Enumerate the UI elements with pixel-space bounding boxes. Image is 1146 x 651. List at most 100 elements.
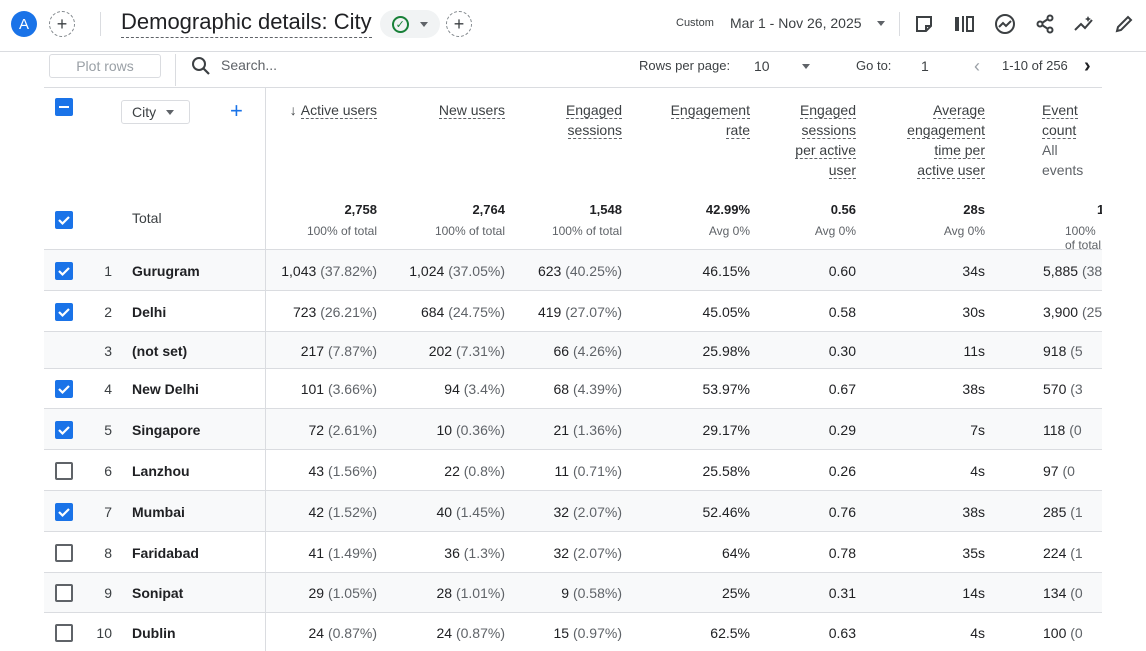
date-chevron-down-icon[interactable] xyxy=(877,21,885,26)
row-checkbox[interactable] xyxy=(55,544,73,562)
cell-avg_time: 4s xyxy=(970,625,985,641)
rows-per-page-chevron-icon[interactable] xyxy=(802,64,810,69)
date-range-picker[interactable]: Mar 1 - Nov 26, 2025 xyxy=(730,15,862,31)
page-range: 1-10 of 256 xyxy=(1002,58,1068,73)
table-row[interactable]: 3 (not set) 217 (7.87%) 202 (7.31%) 66 (4.26… xyxy=(44,331,1102,368)
city-name[interactable]: (not set) xyxy=(132,343,188,359)
account-avatar[interactable]: A xyxy=(11,11,37,37)
goto-label: Go to: xyxy=(856,58,892,73)
total-subtext: 100% of total xyxy=(306,224,377,238)
city-name[interactable]: Dublin xyxy=(132,625,176,641)
column-header-sessions_per_user[interactable]: Engaged sessions per active user xyxy=(766,100,856,180)
row-checkbox[interactable] xyxy=(55,421,73,439)
city-name[interactable]: Gurugram xyxy=(132,263,200,279)
cell-engagement_rate: 46.15% xyxy=(702,263,750,279)
cell-value: 9 xyxy=(561,585,573,601)
insights-icon[interactable] xyxy=(993,12,1017,36)
add-report-button[interactable]: + xyxy=(446,11,472,37)
total-value: 28s xyxy=(963,202,985,217)
row-checkbox[interactable] xyxy=(55,584,73,602)
cell-value: 97 xyxy=(1043,463,1063,479)
cell-event_count: 285 (1 xyxy=(1043,504,1102,520)
cell-engagement_rate: 29.17% xyxy=(702,422,750,438)
date-preset-label: Custom xyxy=(676,17,714,29)
table-row[interactable]: 2 Delhi 723 (26.21%) 684 (24.75%) 419 (27.07… xyxy=(44,290,1102,331)
sort-descending-icon: ↓ xyxy=(289,102,297,118)
compare-icon[interactable] xyxy=(952,12,976,36)
cell-percent: (4.26%) xyxy=(572,343,622,359)
table-toolbar: Plot rows Search... Rows per page: 10 Go… xyxy=(44,54,1102,86)
table-row[interactable]: 7 Mumbai 42 (1.52%) 40 (1.45%) 32 (2.07%) 52.… xyxy=(44,490,1102,531)
table-row[interactable]: 5 Singapore 72 (2.61%) 10 (0.36%) 21 (1.36%)… xyxy=(44,408,1102,449)
column-header-engaged_sessions[interactable]: Engaged sessions xyxy=(522,100,622,140)
search-input[interactable]: Search... xyxy=(221,57,278,73)
cell-value: 41 xyxy=(308,545,328,561)
city-name[interactable]: Lanzhou xyxy=(132,463,190,479)
column-header-engagement_rate[interactable]: Engagement rate xyxy=(640,100,750,140)
total-value: 42.99% xyxy=(705,202,750,217)
share-icon[interactable] xyxy=(1033,12,1057,36)
city-name[interactable]: Delhi xyxy=(132,304,167,320)
cell-value: 202 xyxy=(428,343,456,359)
cell-sessions_per_user: 0.30 xyxy=(828,343,856,359)
dimension-select[interactable]: City xyxy=(121,100,190,124)
column-header-label: New users xyxy=(438,102,505,119)
cell-new_users: 10 (0.36%) xyxy=(395,422,506,438)
table-row[interactable]: 1 Gurugram 1,043 (37.82%) 1,024 (37.05%) 623… xyxy=(44,249,1102,290)
cell-engagement_rate: 64% xyxy=(721,545,750,561)
column-header-active_users[interactable]: ↓ Active users xyxy=(257,100,377,120)
table-row[interactable]: 9 Sonipat 29 (1.05%) 28 (1.01%) 9 (0.58%) 25%… xyxy=(44,572,1102,612)
cell-percent: (1 xyxy=(1070,545,1083,561)
row-checkbox[interactable] xyxy=(55,624,73,642)
report-status-menu[interactable]: ✓ xyxy=(380,10,440,38)
table-row[interactable]: 6 Lanzhou 43 (1.56%) 22 (0.8%) 11 (0.71%) 25.… xyxy=(44,449,1102,490)
row-checkbox[interactable] xyxy=(55,503,73,521)
annotation-icon[interactable] xyxy=(912,12,936,36)
edit-pencil-icon[interactable] xyxy=(1112,12,1136,36)
plot-rows-button[interactable]: Plot rows xyxy=(49,54,161,78)
trend-sparkle-icon[interactable] xyxy=(1072,12,1096,36)
next-page-icon[interactable]: › xyxy=(1084,55,1091,77)
prev-page-icon[interactable]: ‹ xyxy=(974,56,980,76)
add-dimension-button[interactable]: + xyxy=(230,98,243,123)
column-header-label: rate xyxy=(725,122,750,139)
rows-per-page-select[interactable]: 10 xyxy=(754,58,770,74)
row-index: 3 xyxy=(104,343,112,359)
city-name[interactable]: Sonipat xyxy=(132,585,184,601)
table-row[interactable]: 4 New Delhi 101 (3.66%) 94 (3.4%) 68 (4.39%)… xyxy=(44,368,1102,408)
column-header-new_users[interactable]: New users xyxy=(395,100,505,120)
goto-page-input[interactable]: 1 xyxy=(921,58,929,74)
city-name[interactable]: Faridabad xyxy=(132,545,199,561)
row-checkbox[interactable] xyxy=(55,303,73,321)
cell-engagement_rate: 62.5% xyxy=(710,625,750,641)
cell-engaged_sessions: 11 (0.71%) xyxy=(522,463,622,479)
city-name[interactable]: Singapore xyxy=(132,422,201,438)
column-header-label: time per xyxy=(934,142,985,159)
select-all-checkbox[interactable] xyxy=(55,98,73,116)
cell-event_count: 918 (5 xyxy=(1043,343,1102,359)
column-header-avg_time[interactable]: Average engagement time per active user xyxy=(875,100,985,180)
column-header-label: sessions xyxy=(567,122,622,139)
cell-new_users: 684 (24.75%) xyxy=(395,304,505,320)
cell-value: 570 xyxy=(1043,381,1071,397)
page-title[interactable]: Demographic details: City xyxy=(121,9,372,38)
cell-percent: (0.87%) xyxy=(455,625,505,641)
column-header-event_count[interactable]: Event count All events xyxy=(1042,100,1102,180)
cell-percent: (0.36%) xyxy=(455,422,505,438)
cell-engaged_sessions: 68 (4.39%) xyxy=(522,381,623,397)
search-icon[interactable] xyxy=(191,56,211,81)
add-comparison-button[interactable]: + xyxy=(49,11,75,37)
table-row[interactable]: 8 Faridabad 41 (1.49%) 36 (1.3%) 32 (2.07%) 6… xyxy=(44,531,1102,572)
total-row-checkbox[interactable] xyxy=(55,211,73,229)
row-checkbox[interactable] xyxy=(55,462,73,480)
column-header-label: Engaged xyxy=(565,102,622,119)
cell-value: 22 xyxy=(444,463,464,479)
row-checkbox[interactable] xyxy=(55,380,73,398)
city-name[interactable]: Mumbai xyxy=(132,504,185,520)
cell-value: 285 xyxy=(1043,504,1071,520)
row-checkbox[interactable] xyxy=(55,262,73,280)
table-row[interactable]: 10 Dublin 24 (0.87%) 24 (0.87%) 15 (0.97%) 62… xyxy=(44,612,1102,651)
row-index: 2 xyxy=(104,304,112,320)
city-name[interactable]: New Delhi xyxy=(132,381,199,397)
column-header-label: Engagement xyxy=(670,102,750,119)
